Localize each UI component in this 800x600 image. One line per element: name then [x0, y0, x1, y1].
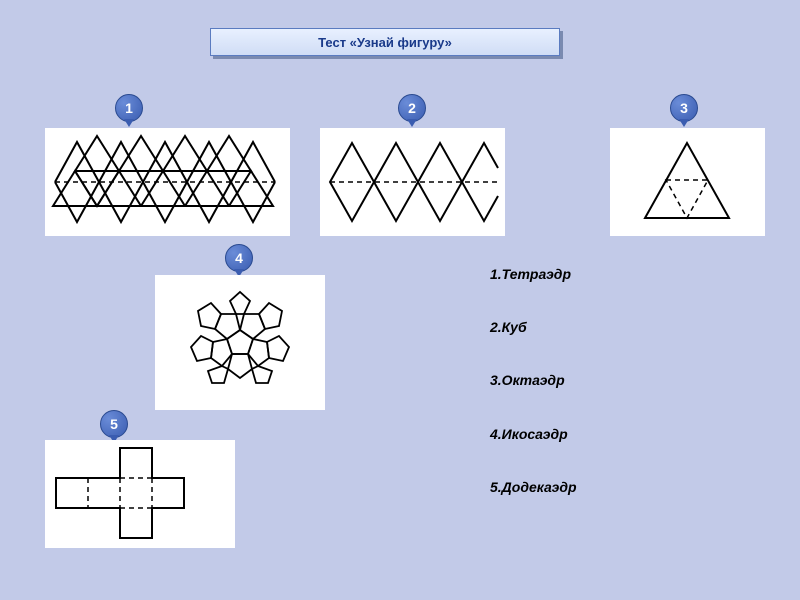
title-text: Тест «Узнай фигуру» [318, 35, 452, 50]
bubble-3-label: 3 [680, 100, 688, 116]
answer-2: 2.Куб [490, 318, 577, 336]
figure-2-octahedron-net [320, 128, 505, 236]
octahedron-svg [320, 128, 505, 236]
bubble-2-label: 2 [408, 100, 416, 116]
bubble-1-label: 1 [125, 100, 133, 116]
bubble-3: 3 [670, 94, 698, 122]
answer-4: 4.Икосаэдр [490, 425, 577, 443]
cube-svg [45, 440, 235, 548]
answer-3: 3.Октаэдр [490, 371, 577, 389]
bubble-2: 2 [398, 94, 426, 122]
figure-4-dodecahedron-net [155, 275, 325, 410]
title-box: Тест «Узнай фигуру» [210, 28, 560, 56]
bubble-4-label: 4 [235, 250, 243, 266]
figure-5-cube-net [45, 440, 235, 548]
bubble-4: 4 [225, 244, 253, 272]
tetrahedron-svg [610, 128, 765, 236]
dodecahedron-svg [155, 275, 325, 410]
answer-5: 5.Додекаэдр [490, 478, 577, 496]
answers-list: 1.Тетраэдр 2.Куб 3.Октаэдр 4.Икосаэдр 5.… [490, 265, 577, 531]
answer-1: 1.Тетраэдр [490, 265, 577, 283]
bubble-1: 1 [115, 94, 143, 122]
figure-3-tetrahedron-net [610, 128, 765, 236]
icosahedron-svg [45, 128, 290, 236]
bubble-5: 5 [100, 410, 128, 438]
bubble-5-label: 5 [110, 416, 118, 432]
figure-1-icosahedron-net [45, 128, 290, 236]
